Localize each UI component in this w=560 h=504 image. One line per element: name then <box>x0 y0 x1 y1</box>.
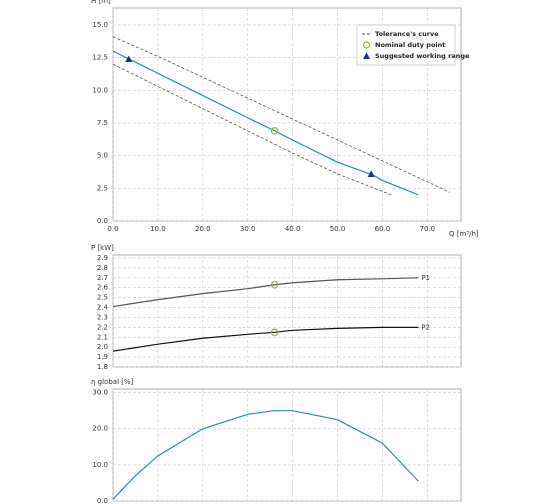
y-tick-label: 0.0 <box>97 217 108 225</box>
y-tick-label: 2.6 <box>97 284 109 292</box>
y-tick-label: 10.0 <box>92 86 108 94</box>
duty-point <box>270 127 279 135</box>
legend-swatch <box>363 52 370 59</box>
y-tick-label: 2.5 <box>97 294 108 302</box>
x-tick-label: 20.0 <box>195 225 211 233</box>
y-tick-label: 30.0 <box>92 389 108 397</box>
y-tick-label: 2.2 <box>97 323 108 331</box>
series-label: P1 <box>421 274 430 282</box>
y-axis-label: η global [%] <box>91 378 134 386</box>
plot-frame <box>112 254 462 368</box>
duty-point <box>270 280 279 289</box>
working-range-marker <box>367 170 375 177</box>
y-axis-label: H [m] <box>91 0 111 5</box>
series-line <box>112 63 392 196</box>
series-line <box>112 410 419 500</box>
y-tick-label: 2.3 <box>97 313 108 321</box>
y-tick-label: 2.9 <box>97 254 108 262</box>
x-tick-label: 70.0 <box>420 225 436 233</box>
series-line <box>112 36 450 193</box>
series-line <box>112 326 419 352</box>
series-line <box>112 50 419 196</box>
y-tick-label: 10.0 <box>92 461 108 469</box>
legend-label: Nominal duty point <box>375 41 445 49</box>
duty-point <box>270 328 279 337</box>
y-tick-label: 2.0 <box>97 343 108 351</box>
legend-label: Suggested working range <box>375 52 470 60</box>
y-tick-label: 1.8 <box>97 363 108 371</box>
working-range-marker <box>125 55 133 62</box>
legend-label: Tolerance's curve <box>375 30 439 38</box>
y-tick-label: 5.0 <box>97 152 108 160</box>
x-tick-label: 0.0 <box>107 225 118 233</box>
y-tick-label: 2.5 <box>97 184 108 192</box>
legend-swatch <box>362 41 371 49</box>
y-tick-label: 15.0 <box>92 21 108 29</box>
y-axis-label: P [kW] <box>91 244 114 252</box>
y-tick-label: 2.4 <box>97 304 109 312</box>
x-tick-label: 60.0 <box>375 225 391 233</box>
x-tick-label: 40.0 <box>285 225 301 233</box>
y-tick-label: 2.8 <box>97 264 108 272</box>
y-tick-label: 2.7 <box>97 274 108 282</box>
legend <box>356 24 456 66</box>
x-tick-label: 50.0 <box>330 225 346 233</box>
series-line <box>112 277 419 308</box>
y-tick-label: 7.5 <box>97 119 108 127</box>
y-tick-label: 0.0 <box>97 497 108 504</box>
y-tick-label: 12.5 <box>92 54 108 62</box>
y-tick-label: 20.0 <box>92 425 108 433</box>
plot-frame <box>112 388 462 502</box>
y-tick-label: 1.9 <box>97 353 108 361</box>
y-tick-label: 2.1 <box>97 333 108 341</box>
x-tick-label: 10.0 <box>150 225 166 233</box>
x-axis-label: Q [m³/h] <box>449 230 479 238</box>
series-label: P2 <box>421 323 430 331</box>
x-tick-label: 30.0 <box>240 225 256 233</box>
